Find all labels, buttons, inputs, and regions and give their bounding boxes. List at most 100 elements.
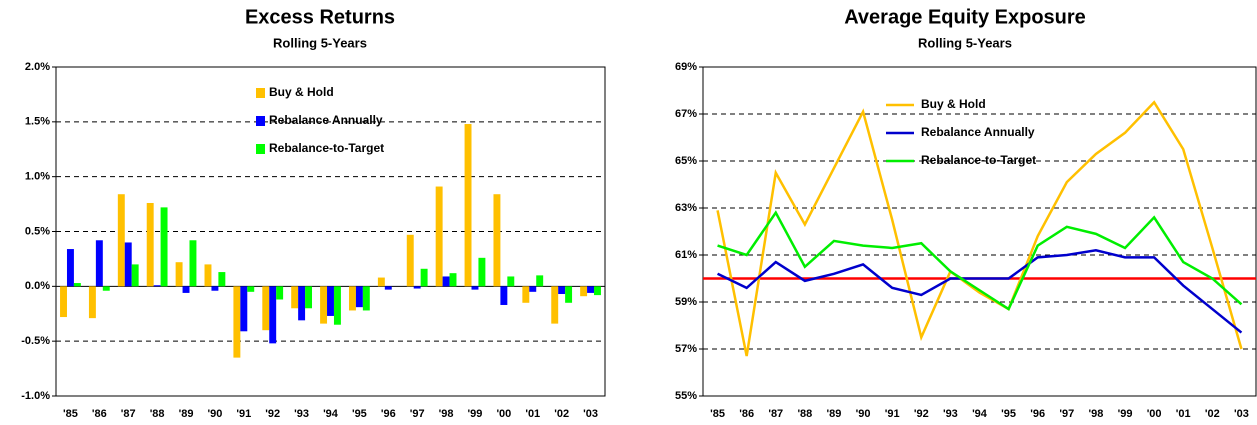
bar [522,286,530,303]
x-tick-label: '98 [439,408,454,420]
legend-label: Buy & Hold [921,97,986,111]
bar [88,286,96,319]
x-tick-label: '92 [914,408,929,420]
bar [95,240,103,287]
legend-label: Buy & Hold [269,85,334,99]
x-tick-label: '86 [92,408,107,420]
bar [305,286,313,309]
bar [594,286,601,296]
x-tick-label: '92 [265,408,280,420]
bar [333,286,341,325]
bar [348,286,356,311]
chart: Average Equity Exposure Rolling 5-Years 55… [675,6,1257,420]
y-tick-label: 2.0% [25,61,50,73]
x-tick-label: '02 [1205,408,1220,420]
x-tick-label: '89 [179,408,194,420]
y-tick-label: 63% [675,202,697,214]
y-tick-label: 0.5% [25,225,50,237]
y-tick-label: 59% [675,296,697,308]
bar [298,286,306,321]
legend-swatch [256,116,265,126]
bar [269,286,277,344]
x-tick-label: '90 [207,408,222,420]
bar [60,286,67,318]
line [717,210,1243,311]
bar [117,194,125,287]
legend-label: Rebalance Annually [921,125,1035,139]
bar [565,286,573,303]
y-tick-label: 1.5% [25,116,50,128]
bar [204,264,212,287]
bar [420,268,428,287]
x-tick-label: '85 [710,408,725,420]
legend-swatch [256,144,265,154]
legend-label: Rebalance-to-Target [921,153,1036,167]
x-tick-label: '88 [150,408,165,420]
bar [291,286,299,309]
x-tick-label: '96 [1030,408,1045,420]
x-tick-label: '93 [943,408,958,420]
bar [536,275,544,287]
x-tick-label: '93 [294,408,309,420]
x-tick-label: '00 [496,408,511,420]
x-tick-label: '87 [768,408,783,420]
chart-subtitle: Rolling 5-Years [918,35,1012,50]
line [717,249,1243,334]
x-tick-label: '98 [1088,408,1103,420]
bar [240,286,248,332]
y-tick-label: -0.5% [21,335,50,347]
bar [355,286,363,308]
x-tick-label: '94 [972,408,988,420]
y-tick-label: 55% [675,390,697,402]
bar [558,286,566,295]
bar [464,124,472,287]
chart-title: Excess Returns [245,6,395,28]
x-tick-label: '96 [381,408,396,420]
bar [182,286,190,293]
bar [218,272,226,287]
bar [233,286,241,358]
bar [551,286,559,324]
x-tick-label: '91 [236,408,251,420]
bar [507,276,515,287]
bar [435,186,443,287]
x-tick-label: '90 [856,408,871,420]
bar [377,277,385,287]
bar [320,286,328,324]
x-tick-label: '03 [1234,408,1249,420]
x-tick-label: '95 [1001,408,1016,420]
x-tick-label: '91 [885,408,900,420]
bar [493,194,501,287]
bar [66,249,74,287]
bar [160,207,168,287]
y-tick-label: -1.0% [21,390,50,402]
x-tick-label: '02 [554,408,569,420]
chart-subtitle: Rolling 5-Years [273,35,367,50]
x-tick-label: '88 [797,408,812,420]
bar [131,264,139,287]
bar [500,286,508,305]
y-tick-label: 57% [675,343,697,355]
line [716,100,1243,357]
bar [124,242,132,287]
bar [276,286,284,300]
y-tick-label: 69% [675,61,697,73]
x-tick-label: '00 [1147,408,1162,420]
x-tick-label: '99 [468,408,483,420]
bar [153,285,161,287]
legend-swatch [256,88,265,98]
x-tick-label: '87 [121,408,136,420]
x-tick-label: '01 [525,408,540,420]
x-tick-label: '95 [352,408,367,420]
bar [384,286,392,290]
bar [580,286,588,297]
bar [211,286,219,291]
x-tick-label: '99 [1118,408,1133,420]
bar [478,257,486,287]
x-tick-label: '89 [827,408,842,420]
bar [146,202,154,287]
y-tick-label: 1.0% [25,171,50,183]
bar [471,286,479,290]
